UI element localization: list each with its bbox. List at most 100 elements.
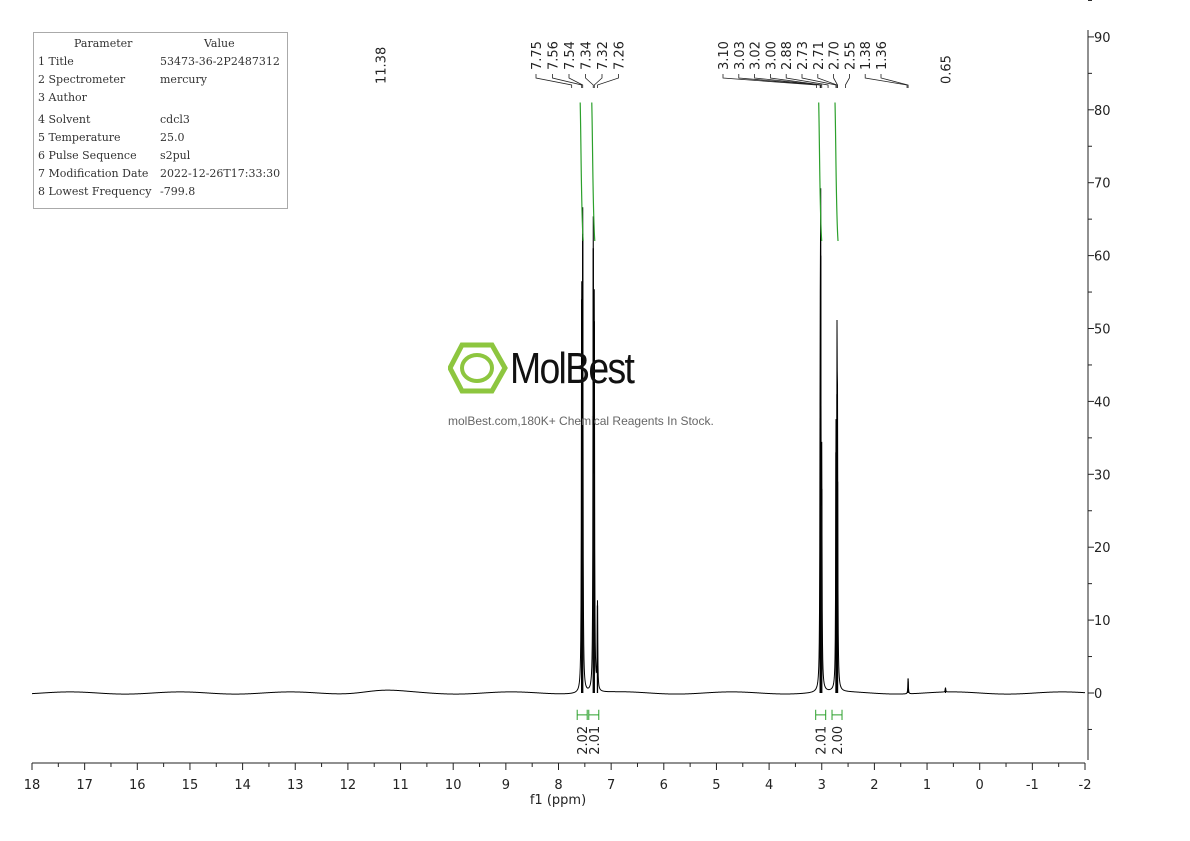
integral-value: 2.02 — [576, 726, 591, 755]
peak-label: 2.70 — [828, 41, 843, 70]
integral-value: 2.01 — [815, 726, 830, 755]
param-row: 4 Solvent cdcl3 — [38, 113, 190, 126]
peak-label: 3.00 — [764, 41, 779, 70]
peak-label: 1.38 — [859, 41, 874, 70]
peak-label-leader — [880, 74, 909, 88]
x-tick-label: 4 — [765, 778, 773, 793]
param-row: 1 Title 53473-36-2P2487312 — [38, 55, 280, 68]
y-tick-label: 30 — [1094, 468, 1111, 483]
peak-label: 2.73 — [796, 41, 811, 70]
param-name: 1 Title — [38, 55, 74, 68]
y-tick-label: 90 — [1094, 31, 1111, 46]
x-tick-label: -1 — [1026, 778, 1039, 793]
x-tick-label: 9 — [502, 778, 510, 793]
x-tick-label: 0 — [976, 778, 984, 793]
benzene-logo-icon — [447, 342, 508, 394]
x-tick-label: 3 — [818, 778, 826, 793]
peak-label: 2.55 — [843, 41, 858, 70]
peak-label: 2.71 — [812, 41, 827, 70]
y-tick-label: 60 — [1094, 250, 1111, 265]
param-name: 8 Lowest Frequency — [38, 185, 152, 198]
param-name: 4 Solvent — [38, 113, 91, 126]
param-value: 53473-36-2P2487312 — [160, 55, 280, 68]
spectrum-line — [31, 188, 1086, 695]
peak-label: 2.88 — [780, 41, 795, 70]
x-tick-label: 16 — [129, 778, 146, 793]
integral-curve — [591, 102, 596, 242]
param-header: Parameter Value — [74, 37, 235, 50]
molbest-watermark: MolBest molBest.com,180K+ Chemical Reage… — [447, 340, 748, 428]
y-tick-label: 70 — [1094, 177, 1111, 192]
x-tick-label: 8 — [554, 778, 562, 793]
peak-label-leader — [738, 74, 821, 88]
param-name: 2 Spectrometer — [38, 73, 126, 86]
peak-label: 3.02 — [749, 41, 764, 70]
param-value: -799.8 — [160, 185, 196, 198]
y-tick-label: 20 — [1094, 541, 1111, 556]
peak-label-leader — [593, 74, 603, 88]
x-tick-label: 7 — [607, 778, 615, 793]
peak-label-leader — [585, 74, 594, 88]
param-name: 5 Temperature — [38, 131, 121, 144]
param-value: s2pul — [160, 149, 191, 162]
x-tick-label: -2 — [1079, 778, 1092, 793]
integral-bracket — [588, 709, 600, 720]
integral-bracket — [576, 709, 588, 720]
peak-label-leader — [754, 74, 822, 88]
param-row: 6 Pulse Sequence s2pul — [38, 149, 190, 162]
integral-curve — [818, 102, 823, 242]
peak-label-leader — [568, 74, 584, 88]
y-tick-label: 10 — [1094, 614, 1111, 629]
y-tick-label: 0 — [1094, 687, 1102, 702]
integral-curve — [579, 102, 584, 242]
peak-label: 7.26 — [613, 41, 628, 70]
peak-label-leader — [785, 74, 829, 88]
peak-label: 7.75 — [530, 41, 545, 70]
param-row: 5 Temperature 25.0 — [38, 131, 185, 144]
x-tick-label: 18 — [24, 778, 41, 793]
peak-label-leader — [722, 74, 817, 88]
peak-label-leader — [535, 74, 573, 88]
peak-label: 7.54 — [563, 41, 578, 70]
peak-label-leader — [770, 74, 823, 88]
peak-label: 0.65 — [939, 55, 954, 84]
integral-bracket — [815, 709, 827, 720]
param-row: 3 Author — [38, 91, 87, 104]
x-tick-label: 2 — [870, 778, 878, 793]
x-axis-label: f1 (ppm) — [530, 793, 586, 808]
x-tick-label: 17 — [76, 778, 93, 793]
param-row: 2 Spectrometer mercury — [38, 73, 207, 86]
peak-label: 3.10 — [717, 41, 732, 70]
y-tick-label: 40 — [1094, 395, 1111, 410]
integral-value: 2.01 — [588, 726, 603, 755]
peak-label-leader — [597, 74, 619, 88]
x-tick-label: 10 — [445, 778, 462, 793]
x-tick-label: 14 — [234, 778, 251, 793]
param-name: 6 Pulse Sequence — [38, 149, 137, 162]
peak-label: 1.36 — [875, 41, 890, 70]
peak-label-leader — [801, 74, 837, 88]
param-value: 2022-12-26T17:33:30 — [160, 167, 281, 180]
peak-label-leader — [845, 74, 850, 88]
watermark-tagline: molBest.com,180K+ Chemical Reagents In S… — [448, 414, 714, 428]
integral-value: 2.00 — [831, 726, 846, 755]
param-row: 7 Modification Date 2022-12-26T17:33:30 — [38, 167, 280, 180]
x-tick-label: 11 — [392, 778, 409, 793]
peak-label-leader — [833, 74, 838, 88]
y-tick-label: 80 — [1094, 104, 1111, 119]
y-tick-label: 50 — [1094, 323, 1111, 338]
integral-bracket — [831, 709, 843, 720]
logo-text: MolBest — [510, 344, 635, 393]
peak-label: 7.56 — [547, 41, 562, 70]
x-tick-label: 13 — [287, 778, 304, 793]
integral-curve — [834, 102, 839, 242]
param-value: mercury — [160, 73, 207, 86]
x-tick-label: 15 — [182, 778, 199, 793]
x-tick-label: 1 — [923, 778, 931, 793]
param-value: 25.0 — [160, 131, 185, 144]
peak-label-leader — [864, 74, 908, 88]
peak-label-leader — [817, 74, 838, 88]
parameter-table: Parameter Value 1 Title 53473-36-2P2487312… — [33, 32, 288, 209]
param-name: 3 Author — [38, 91, 87, 104]
